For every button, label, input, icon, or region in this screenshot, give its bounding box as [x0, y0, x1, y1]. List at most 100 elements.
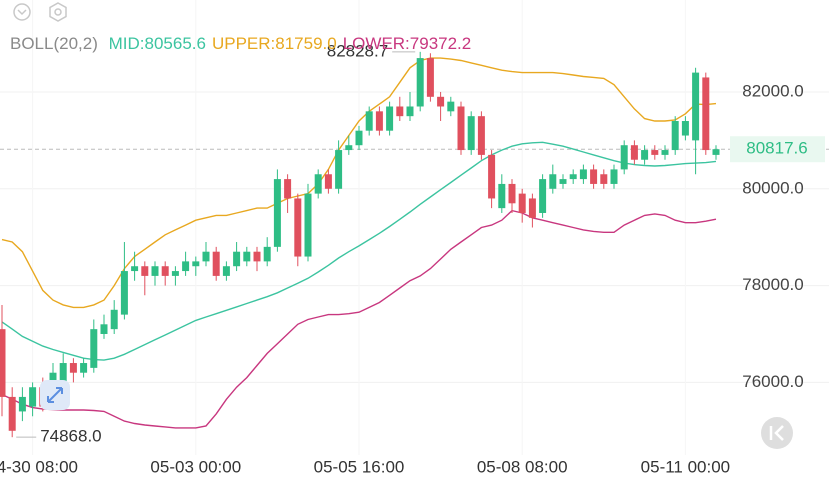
collapse-icon[interactable]: [13, 3, 31, 21]
candle-body: [90, 329, 98, 368]
candle-body: [304, 193, 312, 257]
top-icons: [13, 2, 67, 22]
band-line: [1, 141, 717, 361]
labels: 82000.0 80000.0 78000.0 76000.0 04-30 08:00 0…: [0, 41, 825, 476]
candle-body: [131, 266, 139, 272]
x-tick-label: 05-11 00:00: [641, 457, 730, 476]
candle-body: [579, 169, 587, 180]
candle-body: [681, 121, 689, 136]
candle-body: [477, 116, 485, 155]
candle-body: [661, 150, 669, 155]
candle-body: [120, 271, 128, 315]
candle-body: [549, 174, 557, 189]
high-label: 82828.7: [327, 41, 388, 60]
candle-body: [528, 198, 536, 218]
x-tick-label: 04-30 08:00: [0, 457, 78, 476]
legend-entry: MID:80565.6: [109, 34, 206, 53]
candle-body: [620, 145, 628, 170]
back-glyph: [769, 425, 784, 441]
candle-body: [396, 106, 404, 117]
candle-body: [171, 271, 179, 276]
candle-body: [335, 150, 343, 189]
last-price-label: 80817.6: [746, 139, 807, 158]
candle-body: [406, 106, 414, 117]
candle-body: [8, 396, 16, 431]
candle-body: [253, 251, 261, 262]
candle-body: [212, 251, 220, 276]
candle-body: [539, 179, 547, 213]
candle-body: [518, 193, 526, 213]
x-tick-label: 05-05 16:00: [314, 457, 405, 476]
expand-arrows: [47, 387, 63, 403]
candle-body: [702, 77, 710, 151]
candle-body: [29, 387, 37, 407]
candle-body: [141, 266, 149, 276]
candle-body: [416, 58, 424, 107]
y-tick-label: 80000.0: [742, 178, 803, 197]
candle-body: [508, 183, 516, 204]
x-tick-label: 05-08 08:00: [477, 457, 568, 476]
candle-body: [712, 149, 720, 155]
candle-body: [0, 329, 6, 397]
legend-entry: UPPER:81759.0: [212, 34, 337, 53]
candle-body: [600, 174, 608, 184]
candle-body: [110, 309, 118, 330]
candle-body: [294, 198, 302, 257]
candle-body: [498, 183, 506, 209]
candle-body: [437, 96, 445, 107]
candle-body: [671, 121, 679, 151]
y-tick-label: 76000.0: [742, 372, 803, 391]
candle-body: [222, 266, 230, 276]
candle-body: [610, 169, 618, 184]
candle-body: [59, 363, 67, 383]
back-button[interactable]: [761, 417, 793, 449]
candle-body: [273, 179, 281, 247]
candle-body: [488, 154, 496, 199]
candle-body: [569, 174, 577, 180]
candle-body: [426, 58, 434, 97]
candle-body: [233, 251, 241, 267]
candle-body: [69, 363, 77, 373]
candle-body: [161, 266, 169, 276]
expand-button[interactable]: [40, 380, 70, 410]
y-tick-label: 82000.0: [742, 81, 803, 100]
candle-body: [284, 179, 292, 199]
candle-body: [590, 169, 598, 184]
candle-body: [375, 111, 383, 131]
candle-body: [151, 266, 159, 276]
candle-body: [467, 116, 475, 151]
candle-body: [641, 150, 649, 160]
candle-body: [202, 251, 210, 262]
candles: [0, 51, 720, 438]
grid: [0, 91, 829, 383]
legend-entry: LOWER:79372.2: [343, 34, 472, 53]
candle-body: [559, 179, 567, 184]
candle-body: [692, 72, 700, 141]
candle-body: [457, 106, 465, 151]
y-tick-label: 78000.0: [742, 275, 803, 294]
candle-body: [355, 130, 363, 146]
candle-body: [192, 261, 200, 267]
last-price-bg: [730, 136, 825, 163]
settings-dot: [54, 8, 62, 16]
candle-body: [651, 150, 659, 155]
collapse-chevron: [17, 9, 27, 16]
candle-body: [345, 145, 353, 151]
candle-body: [630, 145, 638, 160]
candle-body: [263, 246, 271, 262]
candle-body: [365, 111, 373, 131]
indicator-name: BOLL(20,2): [10, 34, 98, 53]
candle-body: [447, 101, 455, 112]
low-label: 74868.0: [40, 427, 101, 446]
settings-icon[interactable]: [49, 2, 67, 22]
candle-body: [243, 251, 251, 262]
candle-body: [182, 261, 190, 272]
legend: BOLL(20,2) MID:80565.6 UPPER:81759.0 LOWER…: [10, 34, 471, 53]
candle-body: [80, 363, 88, 373]
candle-body: [314, 174, 322, 194]
candle-body: [324, 174, 332, 189]
candle-body: [18, 396, 26, 412]
candle-body: [100, 324, 108, 334]
